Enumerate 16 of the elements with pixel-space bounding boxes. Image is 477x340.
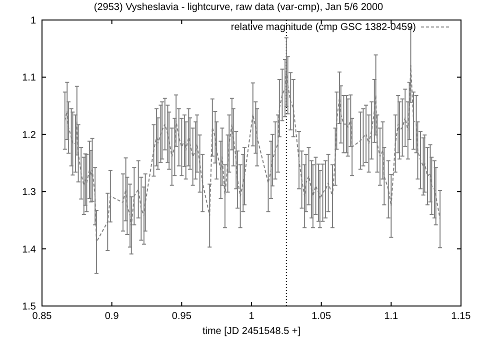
y-tick-label: 1.2: [22, 130, 36, 141]
y-tick-label: 1.5: [22, 302, 36, 312]
x-tick-label: 0.85: [32, 311, 52, 322]
chart-title: (2953) Vysheslavia - lightcurve, raw data (var-cmp), Jan 5/6 2000: [94, 2, 384, 13]
y-tick-label: 1.3: [22, 187, 36, 198]
x-tick-label: 0.95: [172, 311, 192, 322]
legend-label: relative magnitude (cmp GSC 1382-0459): [230, 22, 416, 33]
x-tick-label: 0.9: [104, 311, 120, 322]
x-tick-label: 1: [248, 311, 255, 322]
y-tick-label: 1.1: [22, 72, 36, 84]
x-axis-title: time [JD 2451548.5 +]: [202, 326, 301, 337]
y-tick-label: 1.4: [22, 244, 36, 256]
x-tick-label: 1.15: [451, 311, 472, 322]
y-tick-label: 1: [30, 16, 36, 26]
x-tick-label: 1.1: [384, 311, 399, 322]
x-tick-label: 1.05: [312, 311, 332, 322]
